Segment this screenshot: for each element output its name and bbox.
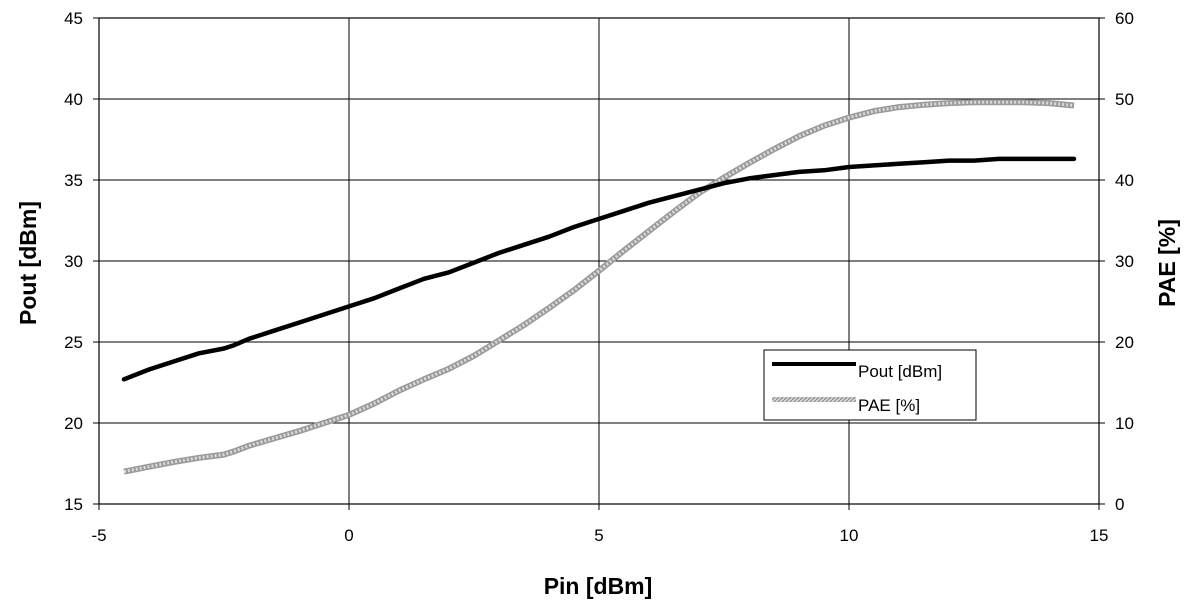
y-tick-label: 15: [64, 495, 83, 514]
y-tick-label: 30: [64, 252, 83, 271]
legend-pae-label: PAE [%]: [858, 396, 920, 415]
y2-tick-label: 20: [1115, 333, 1134, 352]
y-tick-label: 20: [64, 414, 83, 433]
grid: [99, 18, 1099, 504]
y-axis-title: Pout [dBm]: [15, 201, 41, 325]
y2-tick-label: 40: [1115, 171, 1134, 190]
y2-tick-label: 30: [1115, 252, 1134, 271]
legend-pae-swatch: [772, 397, 856, 402]
x-tick-label: 0: [344, 526, 353, 545]
y2-axis-title: PAE [%]: [1154, 219, 1180, 307]
legend: Pout [dBm] PAE [%]: [763, 349, 977, 421]
y-tick-label: 35: [64, 171, 83, 190]
y2-tick-label: 60: [1115, 9, 1134, 28]
series-line-pout: [121, 156, 1077, 382]
y2-tick-label: 10: [1115, 414, 1134, 433]
x-tick-label: -5: [91, 526, 106, 545]
y-tick-label: 25: [64, 333, 83, 352]
x-tick-label: 10: [840, 526, 859, 545]
x-tick-label: 15: [1090, 526, 1109, 545]
y-axis-left: 15 20 25 30 35 40 45: [64, 9, 99, 514]
legend-pout-label: Pout [dBm]: [858, 362, 942, 381]
y-tick-label: 45: [64, 9, 83, 28]
x-axis: -5 0 5 10 15: [91, 504, 1108, 545]
y2-tick-label: 50: [1115, 90, 1134, 109]
y-axis-right: 0 10 20 30 40 50 60: [1099, 9, 1134, 514]
x-axis-title: Pin [dBm]: [544, 573, 653, 599]
series-layer: [121, 99, 1077, 475]
y2-tick-label: 0: [1115, 495, 1124, 514]
y-tick-label: 40: [64, 90, 83, 109]
series-line-pae: [123, 100, 1075, 474]
legend-box: [763, 349, 977, 421]
x-tick-label: 5: [594, 526, 603, 545]
